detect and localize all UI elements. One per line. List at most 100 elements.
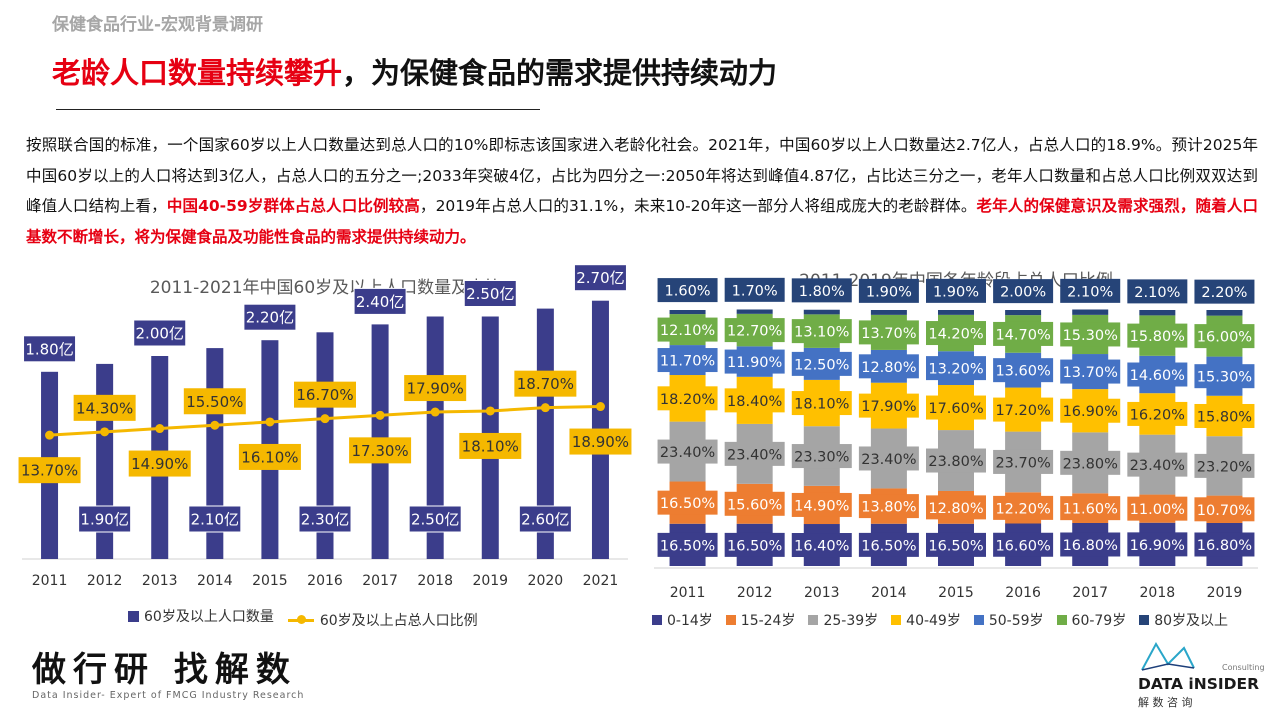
right-segment-label-box [858,278,919,303]
right-segment-label: 1.90% [933,284,979,300]
left-line-label: 18.70% [517,375,574,393]
left-line-point [100,427,110,437]
left-x-tick: 2013 [142,573,178,589]
right-segment-label-box [858,320,919,345]
right-segment-label: 17.20% [995,403,1050,419]
right-segment-label-box [858,532,919,557]
left-line-label: 14.30% [76,399,133,417]
left-bar-label: 2.30亿 [301,511,349,529]
left-x-tick: 2012 [87,573,123,589]
right-segment-label-box [858,446,919,471]
right-segment-label: 12.10% [660,323,715,339]
right-segment-label: 23.80% [1063,456,1118,472]
left-bar-label: 2.50亿 [466,285,514,303]
right-stack-segment [938,310,974,315]
right-segment-label: 23.80% [928,454,983,470]
left-x-tick: 2014 [197,573,233,589]
brand-subtitle: Data Insider- Expert of FMCG Industry Re… [32,690,305,701]
right-segment-label: 13.70% [861,326,916,342]
legend-label: 40-49岁 [906,613,961,629]
right-segment-label: 13.60% [995,364,1050,380]
right-stack-segment [736,309,773,314]
right-segment-label: 23.20% [1197,459,1252,475]
left-line-point [595,402,605,412]
right-segment-label: 23.40% [727,447,782,463]
legend-label: 15-24岁 [740,613,796,629]
right-segment-label: 23.40% [1130,458,1185,474]
right-segment-label: 1.70% [732,283,778,299]
left-line-label-box [404,375,467,402]
left-line-label-box [73,394,136,421]
right-segment-label-box [1194,324,1255,349]
right-segment-label-box [1194,532,1255,557]
right-segment-label-box [791,351,852,376]
legend-swatch [1056,615,1067,625]
right-segment-label-box [1194,364,1255,389]
left-chart-legend: 60岁及以上人口数量 60岁及以上占总人口比例 [128,606,478,629]
right-segment-label-box [724,491,785,516]
left-x-tick: 2016 [307,573,343,589]
left-line-point [540,403,550,413]
right-segment-label: 15.80% [1130,329,1185,345]
right-stack-segment [669,310,706,315]
right-segment-label: 12.20% [995,501,1050,517]
left-x-tick: 2011 [32,573,68,589]
right-segment-label-box [791,492,852,517]
right-segment-label-box [858,494,919,519]
right-segment-label: 2.00% [1000,285,1046,301]
right-x-tick: 2018 [1140,585,1176,601]
right-stack-segment [870,310,907,315]
right-x-tick: 2012 [737,585,773,601]
right-segment-label: 16.50% [928,538,983,554]
left-bar-label-box [353,287,407,315]
left-line-label: 17.30% [351,442,408,460]
section-title: 保健食品行业-宏观背景调研 [52,15,264,35]
right-segment-label: 18.20% [660,392,715,408]
intro-text-1: 按照联合国的标准，一个国家60岁以上人口数量达到总人口的10%即标志该国家进入老… [26,136,1258,215]
right-stack-segment [1206,310,1243,316]
right-segment-label-box [724,349,785,374]
right-segment-label: 16.90% [1063,404,1118,420]
left-line-label: 15.50% [186,393,243,411]
left-x-tick: 2021 [583,573,619,589]
intro-highlight-1: 中国40-59岁群体占总人口比例较高 [166,197,420,215]
right-segment-label-box [791,319,852,344]
right-segment-label-box [858,393,919,418]
right-stack-segment [803,309,840,315]
legend-label: 80岁及以上 [1154,613,1229,629]
right-segment-label: 16.60% [995,538,1050,554]
left-bar-label-box [23,335,77,363]
right-x-tick: 2014 [871,585,907,601]
right-segment-label: 12.80% [861,360,916,376]
right-segment-label: 16.50% [660,538,715,554]
right-segment-label: 13.70% [1063,365,1118,381]
left-bar-label-box [408,505,462,533]
intro-highlight-2: 老年人的保健意识及需求强烈，随着人口基数不断增长，将为保健食品及功能性食品的需求… [26,197,1258,246]
left-bar-label-box [463,280,517,307]
right-x-tick: 2011 [670,585,706,601]
right-segment-label-box [657,532,718,557]
right-segment-label: 10.70% [1197,503,1252,519]
left-line-label-box [459,432,522,459]
right-segment-label: 1.90% [866,284,912,300]
right-segment-label-box [791,533,852,558]
legend-label: 60岁及以上占总人口比例 [319,613,478,629]
left-bar-label-box [573,264,627,292]
right-segment-label: 15.60% [727,497,782,513]
right-segment-label-box [993,279,1054,304]
legend-label: 60-79岁 [1071,613,1127,629]
right-segment-label-box [791,391,852,416]
right-segment-label-box [993,449,1054,474]
right-segment-label: 16.20% [1130,407,1185,423]
right-segment-label-box [993,397,1054,422]
left-line-label-box [18,457,81,484]
right-legend-item: 15-24岁 [725,610,796,630]
right-segment-label-box [926,532,986,557]
right-chart-legend: 0-14岁 15-24岁 25-39岁 40-49岁 50-59岁 60-79岁 80岁及以… [652,610,1228,632]
left-line-label-box [514,370,577,397]
right-segment-label-box [858,354,919,379]
left-x-tick: 2015 [252,573,288,589]
right-segment-label-box [926,356,986,381]
